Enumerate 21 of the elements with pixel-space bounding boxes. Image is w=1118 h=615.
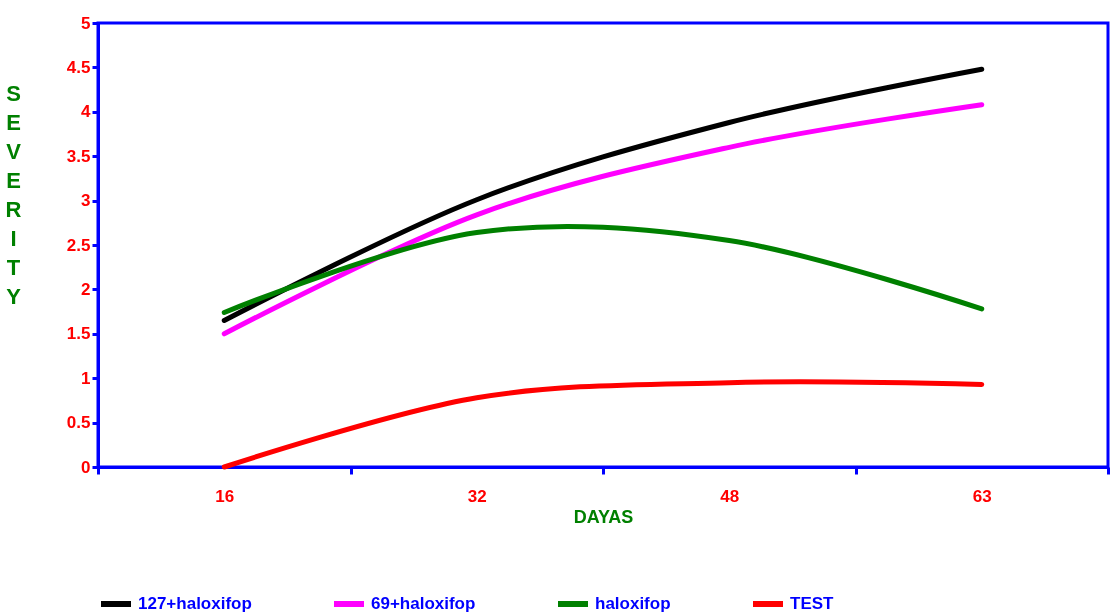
y-tick-label: 3.5 bbox=[66, 146, 91, 166]
y-axis-title: SEVERITY bbox=[5, 80, 22, 309]
x-tick-label: 32 bbox=[467, 486, 487, 506]
y-tick-label: 0 bbox=[81, 457, 91, 477]
y-tick-label: 3 bbox=[81, 191, 91, 211]
x-tick-label: 63 bbox=[972, 486, 992, 506]
y-tick-label: 2 bbox=[81, 279, 91, 299]
legend-label: 69+haloxifop bbox=[371, 594, 476, 613]
y-tick-label: 1 bbox=[81, 368, 91, 388]
legend-label: TEST bbox=[790, 594, 835, 613]
x-tick-label: 48 bbox=[720, 486, 740, 506]
y-tick-label: 0.5 bbox=[66, 413, 91, 433]
legend-label: haloxifop bbox=[595, 594, 671, 613]
x-tick-label: 16 bbox=[215, 486, 235, 506]
y-tick-label: 2.5 bbox=[66, 235, 91, 255]
y-tick-label: 5 bbox=[81, 13, 91, 33]
y-tick-label: 1.5 bbox=[66, 324, 91, 344]
legend-label: 127+haloxifop bbox=[138, 594, 252, 613]
y-tick-label: 4.5 bbox=[66, 57, 91, 77]
y-tick-label: 4 bbox=[81, 102, 92, 122]
x-axis-title: DAYAS bbox=[573, 506, 634, 527]
